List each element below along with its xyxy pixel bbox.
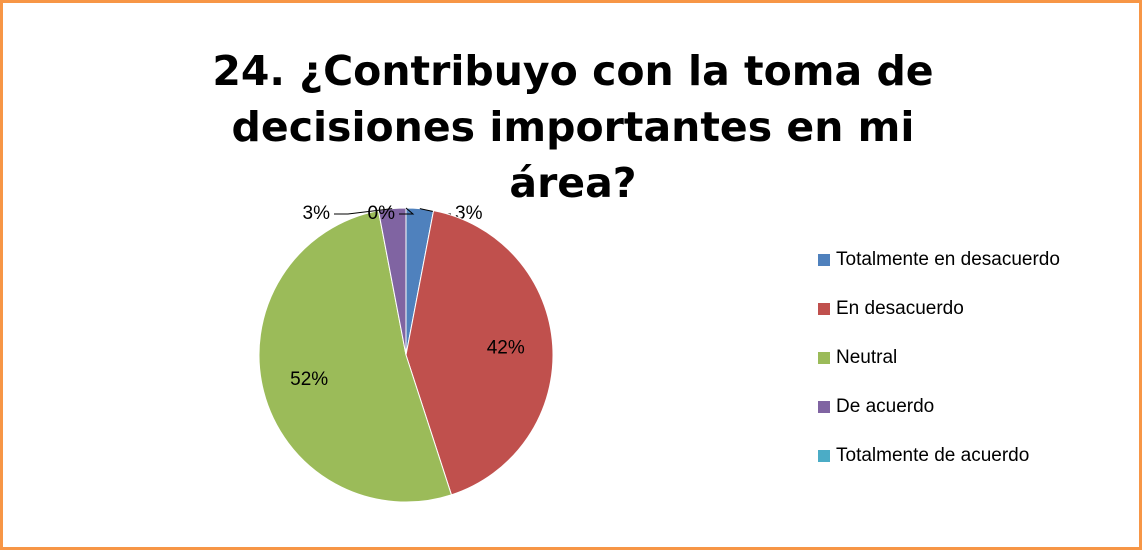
data-label: 52%: [290, 369, 328, 390]
pie-slice: [405, 210, 554, 496]
legend-swatch: [818, 254, 830, 266]
legend-label: Totalmente de acuerdo: [836, 445, 1029, 466]
legend-swatch: [818, 450, 830, 462]
legend-label: En desacuerdo: [836, 298, 964, 319]
legend-swatch: [818, 401, 830, 413]
leader-line: [334, 208, 393, 215]
legend-label: Neutral: [836, 347, 897, 368]
chart-title: 24. ¿Contribuyo con la toma de decisione…: [212, 47, 934, 207]
legend-swatch: [818, 303, 830, 315]
data-label: 3%: [303, 203, 331, 224]
legend-label: Totalmente en desacuerdo: [836, 249, 1060, 270]
legend-label: De acuerdo: [836, 396, 934, 417]
leader-line: [399, 207, 415, 215]
data-label: 0%: [368, 203, 396, 224]
legend-swatch: [818, 352, 830, 364]
pie-slice: [258, 210, 453, 503]
data-label: 42%: [487, 338, 525, 359]
